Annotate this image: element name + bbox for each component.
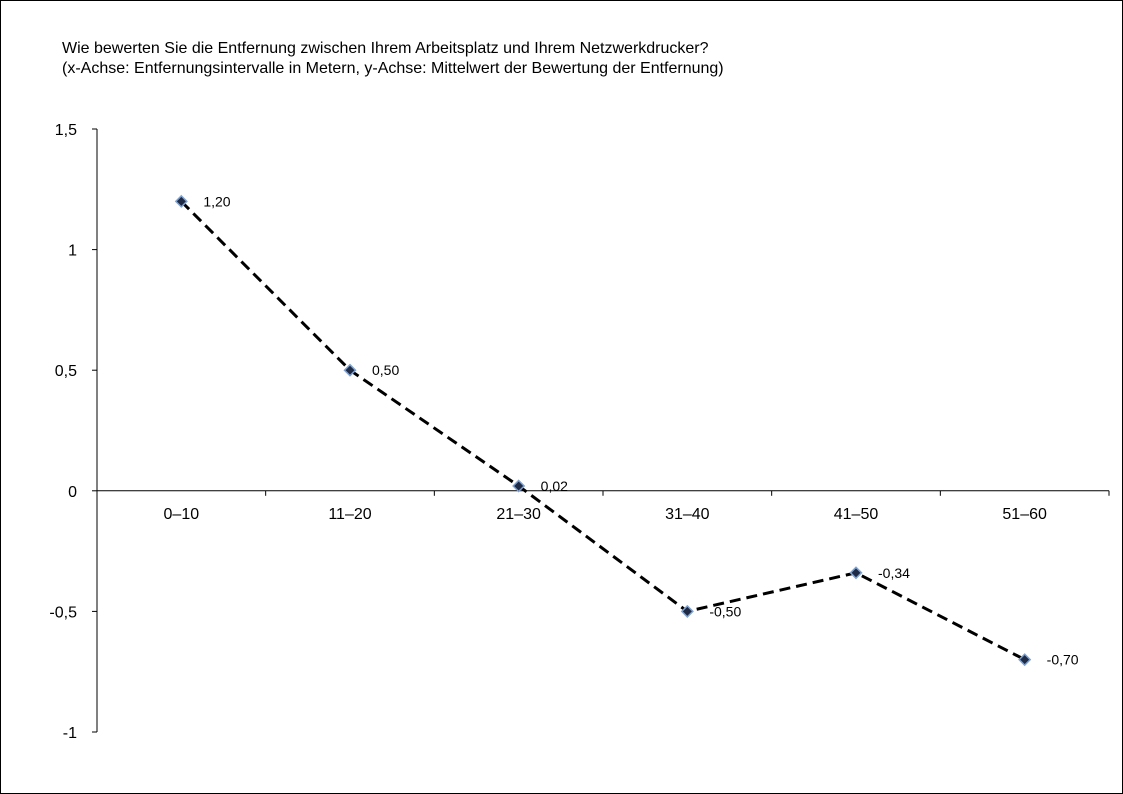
data-point-marker (1018, 653, 1032, 667)
data-point-marker (174, 194, 188, 208)
data-point-marker (680, 604, 694, 618)
x-tick-label: 21–30 (496, 506, 541, 523)
y-tick-label: 0,5 (55, 363, 77, 380)
series-line (180, 200, 1026, 661)
data-label: 0,50 (372, 362, 399, 378)
x-tick-label: 41–50 (834, 506, 879, 523)
x-tick-label: 11–20 (328, 506, 371, 523)
data-label: 1,20 (203, 193, 230, 209)
data-label: -0,50 (709, 603, 741, 619)
x-tick-label: 51–60 (1002, 506, 1047, 523)
y-tick-label: 0 (68, 484, 77, 501)
data-label: -0,34 (878, 565, 910, 581)
data-label: 0,02 (541, 478, 568, 494)
y-tick-label: 1 (68, 243, 77, 260)
y-tick-label: -1 (63, 725, 77, 742)
y-tick-label: 1,5 (55, 122, 77, 139)
chart-title: Wie bewerten Sie die Entfernung zwischen… (62, 40, 709, 57)
data-label: -0,70 (1047, 652, 1079, 668)
chart-subtitle: (x-Achse: Entfernungsintervalle in Meter… (62, 60, 724, 77)
chart-title-block: Wie bewerten Sie die Entfernung zwischen… (62, 39, 724, 79)
data-point-marker (343, 363, 357, 377)
data-point-marker (849, 566, 863, 580)
y-tick-label: -0,5 (49, 604, 77, 621)
x-tick-label: 0–10 (164, 506, 200, 523)
x-tick-label: 31–40 (665, 506, 710, 523)
data-point-marker (512, 479, 526, 493)
